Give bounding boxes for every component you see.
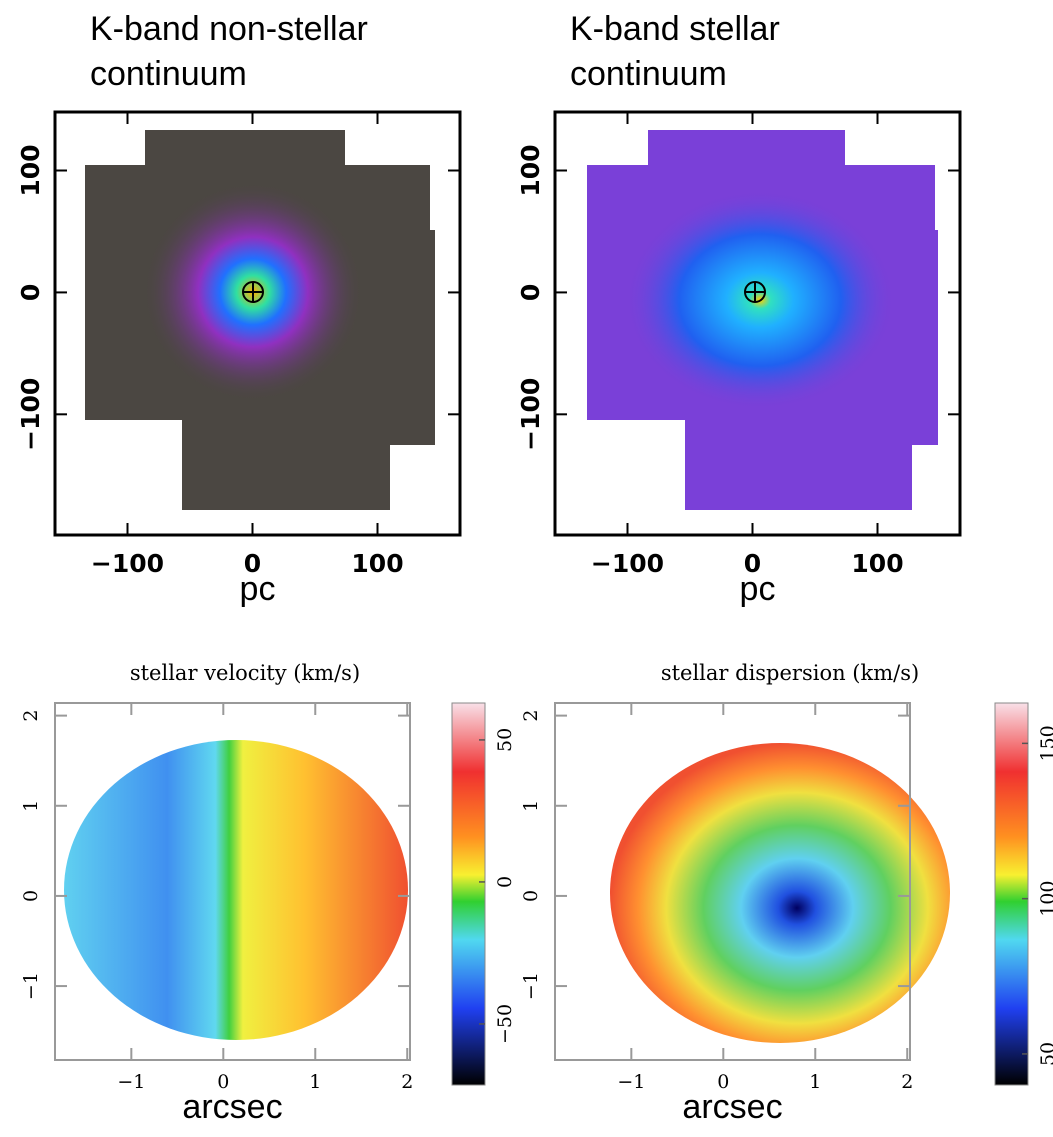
x-tick-label: 0: [244, 549, 261, 578]
map-image: [85, 130, 435, 510]
panel-title: continuum: [90, 55, 247, 93]
panel-title: continuum: [570, 55, 727, 93]
x-tick-label: 0: [717, 1071, 729, 1093]
colorbar-tick-label: 50: [494, 728, 516, 752]
panel-title: stellar dispersion (km/s): [661, 661, 919, 685]
plot-frame: [553, 110, 962, 537]
panel-title: stellar velocity (km/s): [130, 661, 360, 685]
x-tick-label: 0: [744, 549, 761, 578]
map-image: [64, 740, 408, 1040]
colorbar-tick-label: 150: [1037, 725, 1053, 761]
plot-frame: [53, 110, 462, 537]
x-tick-label: −100: [591, 549, 664, 578]
x-tick-label: −1: [117, 1071, 145, 1093]
y-tick-label: 0: [516, 284, 545, 301]
colorbar-tick-label: −50: [494, 1004, 516, 1044]
y-tick-label: 2: [20, 710, 42, 722]
y-tick-label: 100: [16, 144, 45, 196]
colorbar: [451, 702, 486, 1086]
y-tick-label: 0: [16, 284, 45, 301]
y-tick-label: −1: [520, 972, 542, 1000]
y-tick-label: 2: [520, 710, 542, 722]
colorbar: [994, 702, 1029, 1086]
x-axis-label: arcsec: [182, 1088, 282, 1126]
plot-frame: [554, 702, 911, 1061]
x-tick-label: 100: [351, 549, 403, 578]
panel-title: K-band stellar: [570, 10, 780, 48]
y-tick-label: −100: [16, 378, 45, 451]
x-tick-label: 1: [309, 1071, 321, 1093]
panel-title: K-band non-stellar: [90, 10, 368, 48]
x-tick-label: 0: [217, 1071, 229, 1093]
y-tick-label: −1: [20, 972, 42, 1000]
x-axis-label: pc: [740, 570, 776, 608]
x-axis-label: pc: [240, 570, 276, 608]
colorbar-tick-label: 100: [1037, 881, 1053, 917]
y-tick-label: 0: [520, 890, 542, 902]
y-tick-label: 0: [20, 890, 42, 902]
x-tick-label: 1: [809, 1071, 821, 1093]
y-tick-label: 100: [516, 144, 545, 196]
x-tick-label: 2: [401, 1071, 413, 1093]
y-tick-label: −100: [516, 378, 545, 451]
x-tick-label: −1: [617, 1071, 645, 1093]
colorbar-tick-label: 0: [494, 876, 516, 888]
colorbar-tick-label: 50: [1037, 1042, 1053, 1066]
x-tick-label: −100: [91, 549, 164, 578]
map-image: [587, 130, 938, 510]
x-tick-label: 100: [851, 549, 903, 578]
y-tick-label: 1: [520, 800, 542, 812]
x-tick-label: 2: [901, 1071, 913, 1093]
x-axis-label: arcsec: [682, 1088, 782, 1126]
map-image: [610, 743, 950, 1043]
plot-frame: [54, 702, 411, 1061]
y-tick-label: 1: [20, 800, 42, 812]
